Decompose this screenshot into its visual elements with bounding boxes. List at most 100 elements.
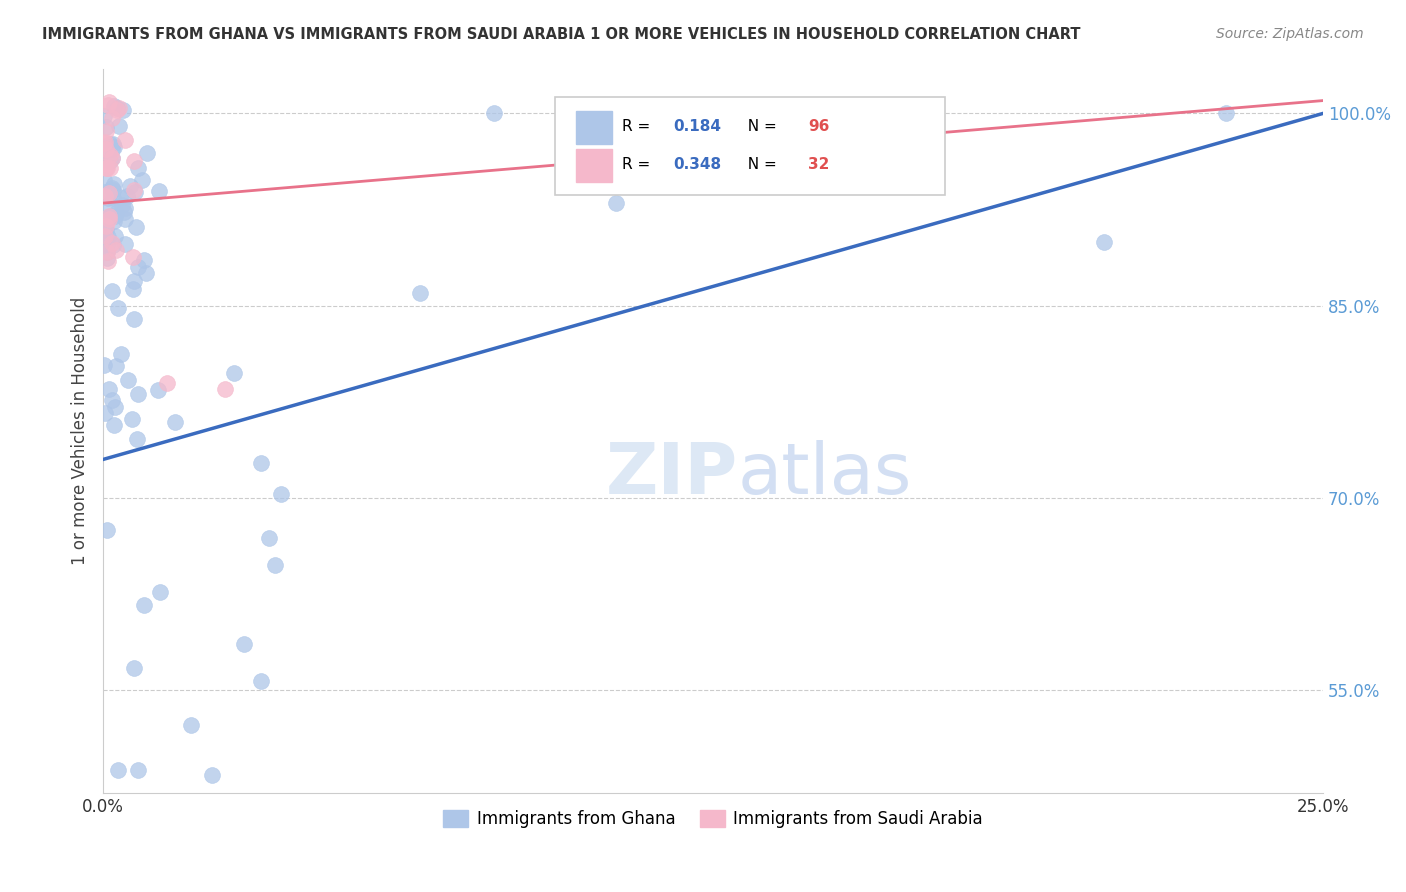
Text: Source: ZipAtlas.com: Source: ZipAtlas.com bbox=[1216, 27, 1364, 41]
Point bbox=[122, 311, 145, 326]
Point bbox=[97, 209, 120, 223]
Point bbox=[125, 219, 148, 234]
Point bbox=[114, 237, 136, 252]
Point bbox=[100, 151, 122, 165]
Text: R =: R = bbox=[621, 119, 655, 134]
Point bbox=[727, 106, 749, 120]
Point bbox=[103, 177, 125, 191]
Point bbox=[100, 161, 122, 175]
Point bbox=[127, 161, 149, 176]
Point bbox=[103, 136, 125, 151]
FancyBboxPatch shape bbox=[576, 111, 612, 144]
Point bbox=[124, 185, 146, 199]
Point bbox=[104, 206, 127, 220]
Point bbox=[104, 228, 127, 243]
Point bbox=[96, 223, 118, 237]
Point bbox=[605, 196, 627, 211]
Point bbox=[93, 185, 115, 199]
Point bbox=[96, 219, 118, 234]
Point bbox=[111, 198, 134, 212]
Point bbox=[127, 387, 149, 401]
Point bbox=[94, 189, 117, 203]
Point bbox=[257, 531, 280, 545]
Point bbox=[104, 243, 127, 257]
Point bbox=[132, 598, 155, 612]
Point bbox=[101, 181, 124, 195]
Point bbox=[270, 487, 292, 501]
Point bbox=[96, 252, 118, 266]
Point bbox=[250, 673, 273, 688]
Point bbox=[105, 103, 128, 117]
Point bbox=[93, 406, 115, 420]
Point bbox=[98, 382, 121, 396]
Text: atlas: atlas bbox=[738, 440, 912, 508]
Point bbox=[165, 415, 187, 429]
Point bbox=[104, 401, 127, 415]
Point bbox=[108, 190, 131, 204]
Point bbox=[1092, 235, 1115, 249]
Point bbox=[103, 417, 125, 432]
Point bbox=[93, 358, 115, 372]
Text: IMMIGRANTS FROM GHANA VS IMMIGRANTS FROM SAUDI ARABIA 1 OR MORE VEHICLES IN HOUS: IMMIGRANTS FROM GHANA VS IMMIGRANTS FROM… bbox=[42, 27, 1081, 42]
Point bbox=[93, 136, 115, 150]
Point bbox=[155, 376, 177, 390]
Point bbox=[100, 111, 122, 125]
Point bbox=[112, 103, 135, 117]
Point bbox=[751, 138, 773, 153]
Point bbox=[96, 161, 118, 175]
Point bbox=[101, 392, 124, 407]
Point bbox=[118, 179, 141, 194]
Legend: Immigrants from Ghana, Immigrants from Saudi Arabia: Immigrants from Ghana, Immigrants from S… bbox=[436, 804, 990, 835]
Point bbox=[114, 202, 136, 216]
Point bbox=[97, 230, 120, 244]
Point bbox=[94, 124, 117, 138]
Point bbox=[114, 133, 136, 147]
Point bbox=[263, 558, 285, 572]
Point bbox=[96, 120, 118, 134]
Point bbox=[121, 250, 143, 264]
Point bbox=[104, 359, 127, 374]
Point bbox=[93, 228, 115, 243]
Point bbox=[136, 146, 159, 161]
Point bbox=[96, 244, 118, 259]
Point bbox=[96, 523, 118, 537]
Text: ZIP: ZIP bbox=[606, 440, 738, 508]
Point bbox=[94, 142, 117, 156]
Point bbox=[110, 347, 132, 361]
Point bbox=[98, 209, 121, 223]
Point bbox=[97, 95, 120, 110]
Text: 0.184: 0.184 bbox=[673, 119, 721, 134]
Point bbox=[97, 202, 120, 217]
FancyBboxPatch shape bbox=[576, 149, 612, 182]
Point bbox=[233, 637, 256, 651]
Point bbox=[180, 717, 202, 731]
Point bbox=[482, 106, 505, 120]
Text: 96: 96 bbox=[808, 119, 830, 134]
Point bbox=[114, 212, 136, 227]
Point bbox=[115, 189, 138, 203]
Point bbox=[127, 260, 149, 274]
Point bbox=[93, 173, 115, 187]
Point bbox=[127, 764, 149, 778]
Point bbox=[105, 101, 128, 115]
Text: 32: 32 bbox=[808, 157, 830, 172]
Point bbox=[108, 119, 131, 133]
Point bbox=[93, 135, 115, 149]
Point bbox=[93, 160, 115, 174]
Point bbox=[97, 191, 120, 205]
Point bbox=[250, 457, 273, 471]
Point bbox=[93, 109, 115, 123]
Point bbox=[124, 661, 146, 675]
Point bbox=[107, 301, 129, 316]
Point bbox=[214, 382, 236, 396]
Point bbox=[117, 373, 139, 387]
Point bbox=[121, 282, 143, 296]
Point bbox=[98, 154, 121, 169]
Point bbox=[146, 383, 169, 397]
Point bbox=[103, 140, 125, 154]
Point bbox=[200, 768, 222, 782]
Point bbox=[101, 151, 124, 165]
Text: N =: N = bbox=[738, 157, 782, 172]
Point bbox=[101, 142, 124, 156]
Text: R =: R = bbox=[621, 157, 655, 172]
